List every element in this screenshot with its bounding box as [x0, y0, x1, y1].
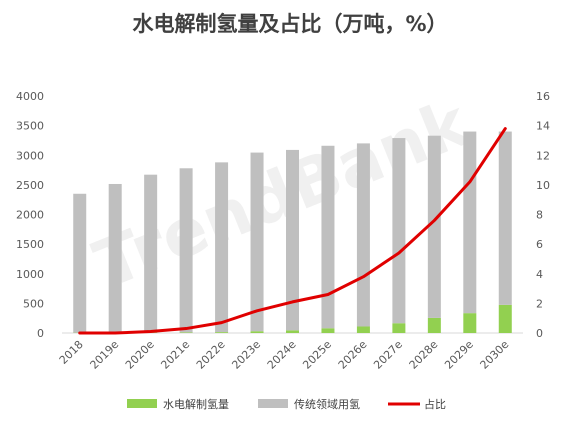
bar-electrolysis [250, 331, 264, 333]
legend-label: 水电解制氢量 [163, 397, 229, 411]
x-tick-label: 2020e [123, 338, 157, 372]
bar-traditional [286, 149, 299, 331]
watermark-text: TrendBank [84, 84, 481, 304]
y-left-tick-label: 1000 [16, 268, 44, 281]
x-tick-label: 2030e [478, 338, 512, 372]
bar-traditional [215, 162, 229, 333]
x-tick-label: 2019e [88, 338, 122, 372]
bar-electrolysis [392, 323, 406, 333]
y-right-tick-label: 10 [536, 179, 550, 192]
y-left-tick-label: 1500 [16, 238, 44, 251]
y-right-tick-label: 14 [536, 120, 550, 133]
bar-traditional [73, 193, 87, 333]
legend-swatch [258, 399, 288, 408]
x-tick-label: 2026e [336, 338, 370, 372]
bar-traditional [392, 138, 406, 324]
bar-traditional [356, 143, 370, 327]
bar-traditional [321, 145, 335, 329]
bar-electrolysis [498, 304, 512, 333]
bar-electrolysis [356, 326, 370, 333]
legend-swatch [127, 399, 157, 408]
x-tick-label: 2018 [57, 338, 86, 367]
bar-traditional [179, 168, 193, 333]
bar-traditional [463, 131, 477, 314]
y-left-tick-label: 2000 [16, 209, 44, 222]
y-right-tick-label: 4 [536, 268, 543, 281]
bar-traditional [427, 135, 441, 318]
chart-title: 水电解制氢量及占比（万吨，%） [132, 12, 448, 36]
y-right-tick-label: 8 [536, 209, 543, 222]
y-left-tick-label: 500 [23, 297, 44, 310]
bar-electrolysis [215, 332, 229, 333]
bar-electrolysis [321, 328, 335, 333]
y-left-tick-label: 2500 [16, 179, 44, 192]
x-tick-label: 2027e [371, 338, 405, 372]
legend-label: 传统领域用氢 [294, 397, 360, 411]
y-left-tick-label: 3000 [16, 149, 44, 162]
bar-electrolysis [463, 313, 477, 333]
x-tick-label: 2028e [407, 338, 441, 372]
bar-electrolysis [179, 332, 193, 333]
x-tick-label: 2021e [158, 338, 192, 372]
y-left-tick-label: 3500 [16, 120, 44, 133]
x-tick-label: 2022e [194, 338, 228, 372]
y-right-tick-label: 6 [536, 238, 543, 251]
x-tick-label: 2023e [229, 338, 263, 372]
bar-traditional [108, 183, 122, 333]
y-right-tick-label: 12 [536, 149, 550, 162]
y-right-tick-label: 16 [536, 90, 550, 103]
legend-label: 占比 [424, 397, 446, 411]
x-tick-label: 2029e [442, 338, 476, 372]
bar-traditional [250, 152, 264, 332]
y-left-tick-label: 0 [37, 327, 44, 340]
bar-electrolysis [286, 330, 299, 333]
y-right-tick-label: 0 [536, 327, 543, 340]
x-tick-label: 2024e [265, 338, 299, 372]
x-tick-label: 2025e [300, 338, 334, 372]
y-right-tick-label: 2 [536, 297, 543, 310]
bar-electrolysis [427, 317, 441, 333]
bar-traditional [498, 131, 512, 305]
y-left-tick-label: 4000 [16, 90, 44, 103]
bar-traditional [144, 174, 158, 333]
